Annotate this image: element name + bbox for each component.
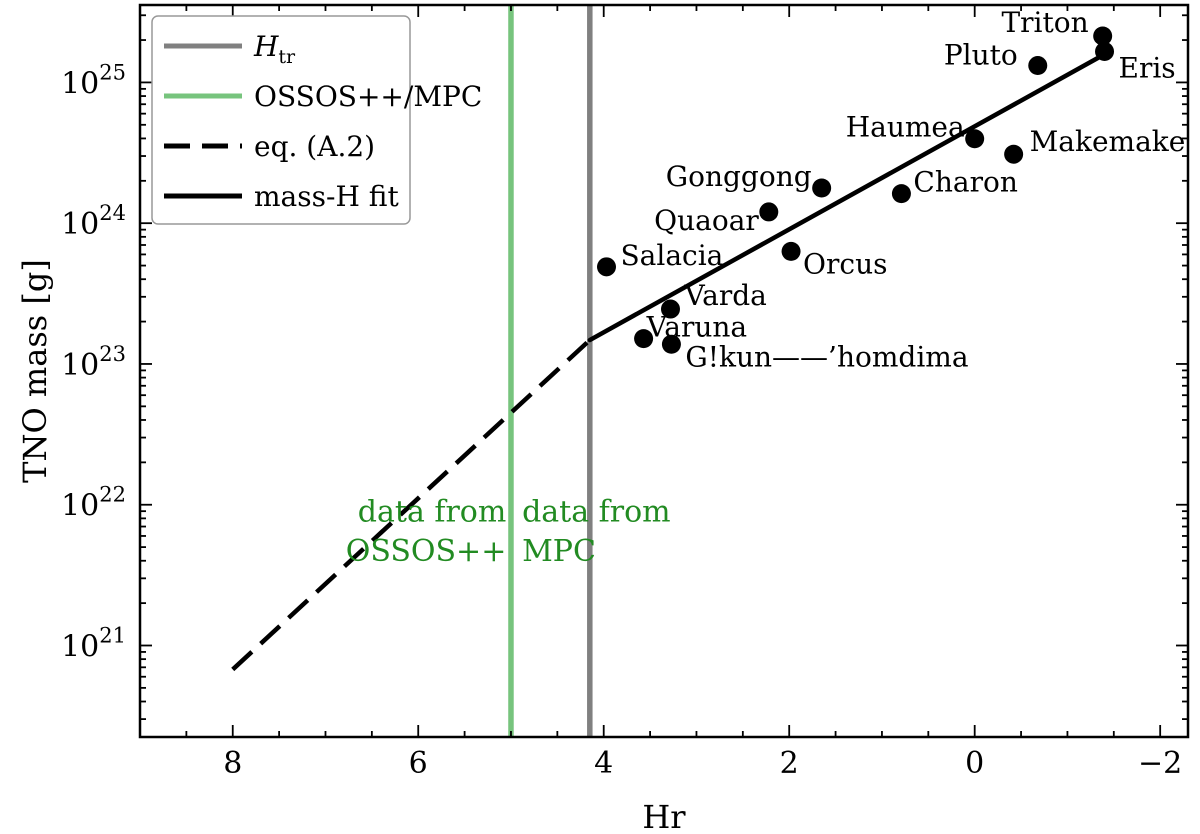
- legend-label: mass-H fit: [254, 180, 399, 213]
- legend-label: Htr: [253, 30, 296, 68]
- eq-a2-dashed-line: [231, 338, 592, 672]
- mass-h-fit-line: [587, 52, 1107, 343]
- y-tick-label: 1025: [61, 60, 126, 101]
- y-axis-label: TNO mass [g]: [16, 259, 54, 483]
- x-tick-label: 4: [594, 746, 613, 781]
- annotation-2: data from: [522, 495, 671, 530]
- point-label-gonggong: Gonggong: [666, 160, 812, 193]
- y-tick-label: 1024: [61, 201, 126, 242]
- y-tick-label: 1022: [61, 483, 126, 524]
- x-tick-label: 8: [223, 746, 242, 781]
- point-label-varuna: Varuna: [646, 311, 748, 344]
- annotation-1: OSSOS++: [346, 534, 507, 569]
- y-tick-label: 1023: [61, 342, 126, 383]
- point-label-haumea: Haumea: [846, 111, 965, 144]
- x-tick-label: 6: [409, 746, 428, 781]
- point-label-makemake: Makemake: [1030, 125, 1186, 158]
- data-point-pluto: [1028, 56, 1048, 76]
- data-point-triton: [1093, 26, 1113, 46]
- y-tick-label: 1021: [61, 624, 126, 665]
- data-point-varuna: [634, 329, 654, 349]
- legend-box: [151, 15, 411, 225]
- point-label-pluto: Pluto: [944, 39, 1018, 72]
- point-label-g-kun-homdima: G!kun——’homdima: [685, 340, 968, 373]
- annotation-3: MPC: [522, 534, 596, 569]
- point-label-eris: Eris: [1119, 51, 1176, 84]
- data-point-orcus: [781, 241, 801, 261]
- point-label-quaoar: Quaoar: [654, 204, 759, 237]
- data-point-gonggong: [812, 178, 832, 198]
- point-label-charon: Charon: [913, 166, 1017, 199]
- data-point-makemake: [1004, 144, 1024, 164]
- x-tick-label: 0: [965, 746, 984, 781]
- point-label-salacia: Salacia: [620, 239, 723, 272]
- data-point-g-kun-homdima: [661, 334, 681, 354]
- point-label-orcus: Orcus: [803, 247, 887, 280]
- data-point-salacia: [596, 257, 616, 277]
- data-point-haumea: [965, 129, 985, 149]
- x-axis-label: Hr: [642, 798, 686, 834]
- point-label-triton: Triton: [1002, 6, 1089, 39]
- data-point-quaoar: [759, 202, 779, 222]
- x-tick-label: −2: [1138, 746, 1182, 781]
- x-tick-label: 2: [780, 746, 799, 781]
- legend-label: eq. (A.2): [254, 130, 375, 163]
- data-point-varda: [660, 299, 680, 319]
- data-point-charon: [891, 184, 911, 204]
- legend-label: OSSOS++/MPC: [254, 80, 482, 113]
- point-label-varda: Varda: [683, 279, 766, 312]
- data-point-eris: [1095, 41, 1115, 61]
- annotation-0: data from: [358, 495, 507, 530]
